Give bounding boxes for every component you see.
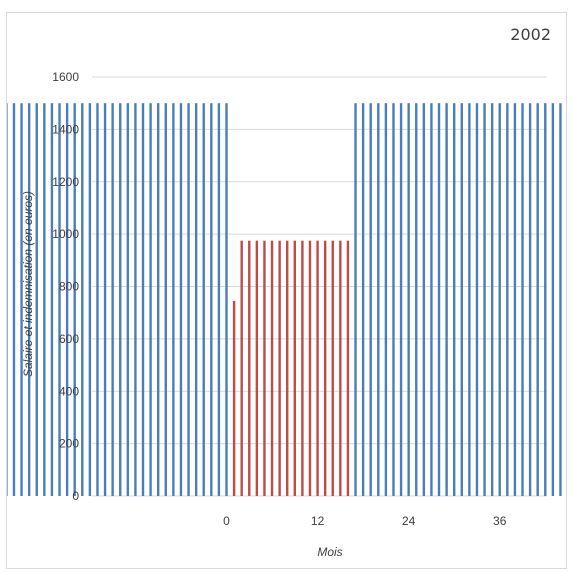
bar-month-19 [369, 103, 372, 496]
bar-month--15 [111, 103, 114, 496]
bar-month-27 [430, 103, 433, 496]
bar-month--24 [43, 103, 46, 496]
bar-month-31 [460, 103, 463, 496]
x-tick-label: 0 [223, 514, 230, 528]
bar-month-20 [377, 103, 380, 496]
bar-month-44 [559, 103, 562, 496]
bar-month-12 [316, 240, 319, 496]
bar-month--4 [194, 103, 198, 496]
bar-month-18 [361, 103, 365, 496]
bar-month-42 [544, 103, 547, 496]
bar-month--13 [126, 103, 130, 496]
bar-month--14 [119, 103, 122, 496]
gridlines [92, 76, 547, 497]
bar-month-21 [384, 103, 388, 496]
bar-month-5 [263, 240, 266, 496]
bar-month-17 [354, 103, 357, 496]
bar-month-36 [498, 103, 501, 496]
bar-month--19 [81, 103, 84, 496]
bar-month--11 [141, 103, 145, 496]
x-axis-label: Mois [317, 545, 342, 559]
y-tick-label: 400 [59, 384, 79, 398]
bar-month-10 [301, 240, 304, 496]
bar-month--18 [88, 103, 92, 496]
y-tick-label: 1600 [52, 70, 79, 84]
bar-month--3 [202, 103, 205, 496]
bar-month-24 [407, 103, 410, 496]
bar-month-28 [437, 103, 441, 496]
bar-month--22 [58, 103, 61, 496]
bar-month-8 [286, 240, 289, 496]
bar-month-22 [392, 103, 395, 496]
bar-month-30 [453, 103, 456, 496]
bar-month--5 [187, 103, 190, 496]
y-tick-label: 800 [59, 280, 79, 294]
bar-month-3 [248, 240, 251, 496]
x-tick-label: 12 [311, 514, 325, 528]
bar-month--20 [73, 103, 76, 496]
bar-month--6 [179, 103, 183, 496]
bar-month--21 [65, 103, 69, 496]
bar-month-25 [415, 103, 418, 496]
y-tick-label: 0 [72, 489, 79, 503]
bar-month-9 [293, 240, 297, 496]
bar-month-6 [270, 240, 274, 496]
bar-month--8 [164, 103, 167, 496]
bar-month--17 [96, 103, 99, 496]
bar-month-1 [232, 300, 236, 496]
y-axis-label: Salaire et indemnisation (en euros) [21, 191, 35, 377]
bar-month-7 [278, 240, 281, 496]
bar-month-32 [468, 103, 471, 496]
bar-month-39 [521, 103, 524, 496]
bar-month--9 [156, 103, 160, 496]
bar-month-15 [339, 240, 342, 496]
bar-month-4 [255, 240, 259, 496]
bar-month--12 [134, 103, 137, 496]
bar-month-41 [536, 103, 539, 496]
bar-month-23 [399, 103, 403, 496]
bar-month-43 [551, 103, 555, 496]
bar-month-38 [513, 103, 517, 496]
bar-month-29 [445, 103, 448, 496]
bar-month-35 [490, 103, 494, 496]
bar-month--1 [217, 103, 221, 496]
bar-month-14 [331, 240, 334, 496]
bar-month-11 [308, 240, 312, 496]
bar-month-13 [323, 240, 327, 496]
bar-month--27 [20, 103, 23, 496]
bar-month--2 [210, 103, 213, 496]
y-tick-label: 600 [59, 332, 79, 346]
bar-month--23 [50, 103, 54, 496]
y-tick-label: 1400 [52, 122, 79, 136]
bar-month--26 [27, 103, 31, 496]
y-tick-label: 1000 [52, 227, 79, 241]
bar-month--29 [7, 103, 8, 496]
x-tick-label: 24 [402, 514, 416, 528]
x-tick-labels: 01224364860 [223, 514, 507, 528]
bar-month--7 [172, 103, 175, 496]
bar-month-37 [506, 103, 509, 496]
bar-month-16 [346, 240, 350, 496]
bar-month-33 [475, 103, 479, 496]
bar-month-0 [225, 103, 228, 496]
bars [7, 103, 562, 496]
bar-month--28 [12, 103, 16, 496]
bar-month-34 [483, 103, 486, 496]
y-tick-label: 1200 [52, 175, 79, 189]
bar-month--10 [149, 103, 152, 496]
bar-month-2 [240, 240, 243, 496]
x-tick-label: 36 [493, 514, 507, 528]
y-tick-label: 200 [59, 437, 79, 451]
bar-month-40 [528, 103, 532, 496]
y-tick-labels: 0 200 400 600 800 1000 1200 1400 1600 [52, 70, 79, 503]
bar-month-26 [422, 103, 426, 496]
bar-month--25 [35, 103, 38, 496]
bar-month--16 [103, 103, 107, 496]
chart-title: 2002 [510, 25, 551, 44]
